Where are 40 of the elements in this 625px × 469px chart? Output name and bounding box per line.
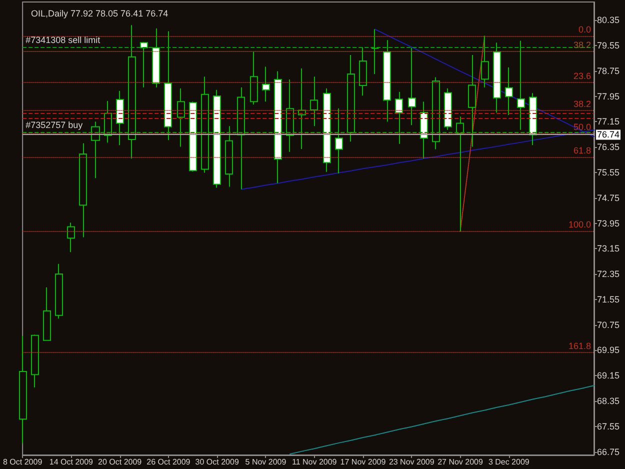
x-tick-label: 17 Nov 2009	[340, 458, 386, 466]
x-tick-label: 30 Oct 2009	[195, 458, 240, 466]
y-tick-label: 77.95	[597, 91, 620, 102]
annotation: 161.8	[568, 340, 591, 351]
x-tick-label: 27 Nov 2009	[438, 458, 484, 466]
x-tick-label: 5 Nov 2009	[245, 458, 287, 466]
x-tick-label: 26 Oct 2009	[146, 458, 191, 466]
text: OIL,Daily 77.92 78.05 76.41 76.74	[31, 8, 168, 18]
y-tick-label: 76.35	[597, 142, 620, 152]
y-tick-label: 68.35	[597, 396, 620, 406]
y-tick-label: 71.55	[597, 294, 620, 304]
y-tick-label: 77.15	[597, 116, 620, 127]
annotation: 0.0	[578, 24, 591, 34]
x-tick-label: 14 Oct 2009	[49, 458, 94, 466]
x-tick-label: 23 Nov 2009	[388, 458, 435, 466]
annotation: 61.8	[573, 145, 591, 156]
x-tick-label: 20 Oct 2009	[98, 458, 142, 466]
x-tick-label: 11 Nov 2009	[292, 458, 338, 466]
x-tick-label: 3 Dec 2009	[488, 458, 530, 466]
annotation: 50.0	[573, 122, 591, 132]
y-tick-label: 73.15	[597, 244, 620, 254]
y-tick-label: 74.75	[597, 192, 620, 203]
ref-line-label: #7341308 sell limit	[26, 35, 101, 46]
y-tick-label: 69.15	[597, 370, 620, 381]
ref-line-label: 76.74	[597, 130, 620, 140]
annotation: 100.0	[568, 220, 591, 230]
annotation: 23.6	[573, 70, 591, 81]
y-tick-label: 75.55	[597, 167, 620, 178]
y-tick-label: 67.55	[597, 421, 620, 432]
y-tick-label: 78.75	[597, 66, 620, 76]
y-tick-label: 80.35	[597, 15, 620, 26]
y-tick-label: 79.55	[597, 40, 620, 50]
y-tick-label: 69.95	[597, 345, 620, 356]
y-tick-label: 66.75	[597, 446, 620, 457]
y-tick-label: 72.35	[597, 269, 620, 280]
y-tick-label: 73.95	[597, 218, 620, 228]
ref-line-label: #7352757 buy	[26, 120, 84, 130]
x-tick-label: 8 Oct 2009	[3, 458, 43, 466]
y-tick-label: 70.75	[597, 320, 620, 330]
annotation: 38.2	[573, 98, 591, 109]
